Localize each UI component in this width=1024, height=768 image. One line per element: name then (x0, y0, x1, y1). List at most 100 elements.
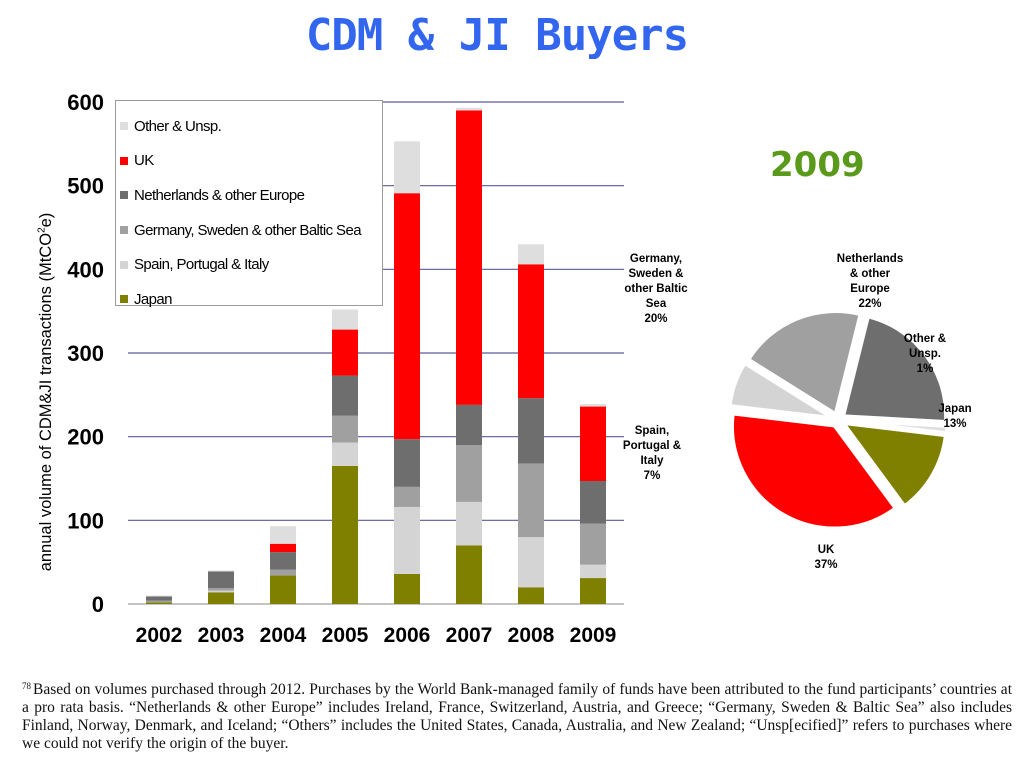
pie-slice-netherlands-other-europe (841, 315, 948, 424)
pie-slice-spain-portugal-italy (728, 361, 833, 420)
bar-segment-uk (270, 543, 296, 553)
bar-segment-japan (580, 578, 606, 604)
footnote-text: Based on volumes purchased through 2012.… (22, 681, 1012, 752)
pie-label-line: Spain, (634, 425, 670, 437)
legend-label: Spain, Portugal & Italy (134, 256, 269, 274)
bar-segment-other-unsp (456, 107, 482, 111)
x-tick-label: 2003 (198, 624, 245, 647)
bar-segment-germany-sweden-other-baltic-sea (456, 445, 482, 502)
pie-label-line: other Baltic (624, 283, 688, 295)
legend-label: UK (134, 152, 154, 170)
bar-segment-other-unsp (518, 244, 544, 265)
pie-label-line: & other (849, 268, 891, 280)
stacked-bar-chart: 0 100 200 300 400 500 600 2002 2003 2004 2005 2006 2… (67, 90, 624, 647)
bar-segment-other-unsp (208, 570, 234, 572)
legend-item-uk: UK (120, 144, 382, 179)
chart-legend: Other & Unsp. UK Netherlands & other Europ… (115, 100, 383, 308)
bar-segment-netherlands-other-europe (394, 439, 420, 487)
footnote-marker: 78 (22, 681, 31, 691)
bar-segment-spain-portugal-italy (518, 537, 544, 588)
bar-segment-germany-sweden-other-baltic-sea (208, 588, 234, 591)
pie-label-line: Unsp. (909, 348, 941, 360)
bar-segment-other-unsp (580, 404, 606, 407)
x-tick-label: 2006 (384, 624, 431, 647)
legend-item-spain-portugal-italy: Spain, Portugal & Italy (120, 247, 382, 282)
bar-segment-japan (270, 575, 296, 604)
pie-chart (728, 310, 949, 530)
bar-segment-netherlands-other-europe (332, 375, 358, 416)
y-tick-label: 500 (67, 174, 104, 199)
bar-segment-spain-portugal-italy (332, 442, 358, 466)
bar-segment-spain-portugal-italy (394, 506, 420, 574)
pie-slice-other-unsp (844, 419, 949, 435)
bar-segment-netherlands-other-europe (208, 571, 234, 589)
pie-label-japan: Japan 13% (938, 402, 971, 432)
x-tick-label: 2009 (570, 624, 617, 647)
bar-segment-spain-portugal-italy (580, 564, 606, 579)
bar-segment-spain-portugal-italy (456, 501, 482, 546)
bar-segment-japan (208, 592, 234, 604)
pie-label-line: Netherlands (836, 253, 904, 265)
legend-swatch (120, 156, 128, 165)
y-tick-label: 200 (67, 425, 104, 450)
pie-label-line: Portugal & (622, 440, 682, 452)
legend-item-other-unsp: Other & Unsp. (120, 109, 382, 144)
bar-segment-netherlands-other-europe (580, 481, 606, 524)
legend-swatch (120, 295, 128, 304)
pie-label-germany-sweden-other-baltic-sea: Germany, Sweden & other Baltic Sea 20% (624, 252, 687, 327)
y-tick-label: 0 (92, 592, 104, 617)
pie-label-line: Sea (645, 298, 667, 310)
pie-label-line: Sweden & (628, 268, 684, 280)
bar-segment-germany-sweden-other-baltic-sea (394, 486, 420, 507)
bar-segment-japan (332, 465, 358, 604)
bar-segment-other-unsp (270, 526, 296, 544)
bar-segment-germany-sweden-other-baltic-sea (518, 463, 544, 538)
bar-segment-netherlands-other-europe (456, 404, 482, 446)
pie-label-uk: UK 37% (814, 543, 837, 573)
pie-label-line: 37% (814, 559, 838, 571)
legend-item-netherlands-other-europe: Netherlands & other Europe (120, 178, 382, 213)
pie-title: 2009 (770, 145, 865, 185)
pie-label-other-unsp: Other & Unsp. 1% (904, 332, 946, 377)
y-tick-label: 300 (67, 341, 104, 366)
bar-segment-other-unsp (394, 141, 420, 194)
legend-swatch (120, 122, 128, 131)
bar-segment-japan (394, 573, 420, 604)
bar-segment-japan (456, 545, 482, 604)
pie-slice-japan (840, 421, 947, 508)
pie-label-line: UK (817, 544, 835, 556)
bar-segment-netherlands-other-europe (270, 552, 296, 570)
bar-segment-spain-portugal-italy (208, 590, 234, 593)
legend-swatch (120, 226, 128, 235)
pie-label-line: 22% (858, 298, 882, 310)
legend-item-germany-sweden-other-baltic-sea: Germany, Sweden & other Baltic Sea (120, 213, 382, 248)
page-title: CDM & JI Buyers (305, 10, 689, 61)
bar-segment-germany-sweden-other-baltic-sea (332, 415, 358, 443)
pie-slice-germany-sweden-other-baltic-sea (746, 310, 862, 416)
footnote: 78 Based on volumes purchased through 201… (22, 677, 1012, 753)
bar-segment-japan (146, 602, 172, 604)
pie-label-line: Japan (938, 403, 972, 415)
bar-segment-japan (518, 587, 544, 604)
bar-segment-germany-sweden-other-baltic-sea (146, 600, 172, 603)
legend-label: Netherlands & other Europe (134, 186, 305, 204)
pie-slice-uk (731, 412, 898, 530)
bar-segment-uk (580, 406, 606, 482)
x-tick-label: 2007 (446, 624, 493, 647)
legend-item-japan: Japan (120, 282, 382, 317)
y-tick-label: 100 (67, 508, 104, 533)
pie-label-line: Other & (903, 333, 947, 345)
pie-label-line: Germany, (629, 253, 683, 265)
pie-label-line: 13% (943, 418, 967, 430)
bar-segment-uk (456, 110, 482, 405)
bar-segment-uk (332, 329, 358, 376)
bar-segment-other-unsp (332, 309, 358, 330)
legend-swatch (120, 191, 128, 200)
legend-label: Germany, Sweden & other Baltic Sea (134, 221, 362, 239)
x-tick-label: 2008 (508, 624, 555, 647)
y-tick-label: 400 (67, 257, 104, 282)
legend-label: Japan (134, 290, 172, 308)
bar-segment-netherlands-other-europe (518, 398, 544, 464)
legend-swatch (120, 260, 128, 269)
x-tick-label: 2002 (136, 624, 183, 647)
